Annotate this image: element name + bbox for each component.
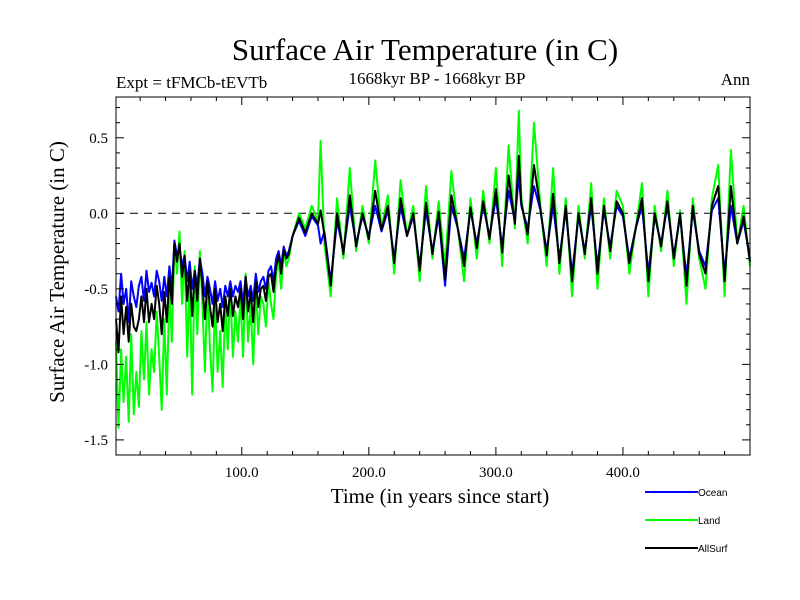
y-tick-label: -0.5 [84,282,108,298]
plot-frame [115,96,751,456]
y-tick-label: -1.5 [84,433,108,449]
x-tick-label: 400.0 [606,465,640,481]
plot-area: 100.0 200.0 300.0 400.0 -1.5 -1.0 -0.5 0.0 0.5 [84,96,751,481]
x-tick-label: 200.0 [352,465,386,481]
legend-label-land: Land [698,516,720,527]
y-tick-label: 0.5 [89,131,108,147]
y-tick-label: 0.0 [89,206,108,222]
x-tick-label: 300.0 [479,465,513,481]
legend: Ocean Land AllSurf [645,488,728,555]
season-label: Ann [721,70,751,89]
series-line-allsurf [115,154,751,354]
legend-label-allsurf: AllSurf [698,544,728,555]
legend-label-ocean: Ocean [698,488,727,499]
y-tick-label: -1.0 [84,357,108,373]
series-line-land [115,109,751,429]
chart-title: Surface Air Temperature (in C) [232,32,618,67]
y-axis-label: Surface Air Temperature (in C) [45,141,69,403]
x-axis-label: Time (in years since start) [331,484,550,508]
experiment-label: Expt = tFMCb-tEVTb [116,73,267,92]
period-label: 1668kyr BP - 1668kyr BP [349,69,526,88]
x-tick-label: 100.0 [225,465,259,481]
